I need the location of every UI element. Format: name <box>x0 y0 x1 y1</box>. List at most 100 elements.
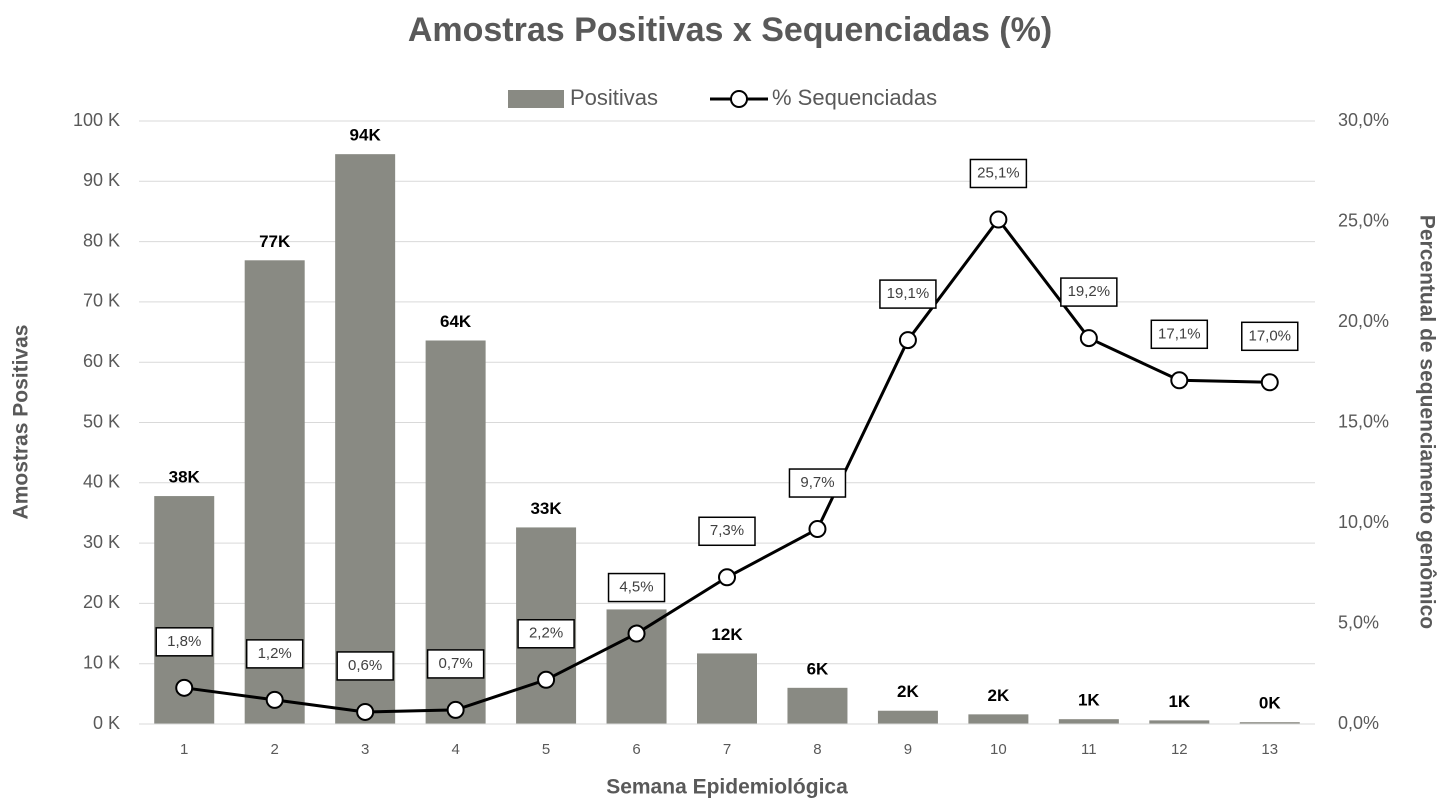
line-value-label: 17,0% <box>1248 327 1291 344</box>
data-label-box <box>788 468 847 498</box>
bar-value-label: 12K <box>711 625 743 644</box>
data-label-box <box>1241 321 1299 352</box>
bar <box>1239 722 1300 724</box>
x-tick-label: 5 <box>542 741 550 758</box>
bar <box>877 710 938 724</box>
bar-value-label: 77K <box>259 232 291 251</box>
bar <box>697 653 757 724</box>
data-label-box <box>336 651 394 681</box>
line-value-label: 2,2% <box>529 625 563 642</box>
line-marker <box>175 678 194 697</box>
bar-value-label: 0K <box>1259 694 1281 713</box>
y-tick-label: 10 K <box>83 652 120 672</box>
y-tick-label: 0 K <box>93 713 120 733</box>
line-value-label: 9,7% <box>800 474 834 491</box>
legend-marker <box>730 90 748 108</box>
line-value-label: 4,5% <box>619 579 653 596</box>
legend-label: Positivas <box>570 85 658 110</box>
line-value-label: 25,1% <box>977 164 1020 181</box>
data-label-box <box>607 572 666 603</box>
y-tick-label: 40 K <box>83 472 120 492</box>
line-marker <box>446 700 465 719</box>
y2-tick-label: 5,0% <box>1338 612 1379 632</box>
y-tick-label: 100 K <box>73 110 120 130</box>
bar-value-label: 64K <box>440 312 472 331</box>
x-tick-label: 4 <box>451 741 459 758</box>
line-marker <box>898 331 917 350</box>
x-tick-label: 13 <box>1261 741 1278 758</box>
line-marker <box>808 520 827 539</box>
line-marker <box>537 670 556 689</box>
x-tick-label: 1 <box>180 741 188 758</box>
line-value-label: 1,8% <box>167 633 201 650</box>
data-label-box <box>969 158 1028 189</box>
y2-axis-title: Percentual de sequenciamento genômico <box>1415 215 1438 629</box>
y2-tick-label: 15,0% <box>1338 411 1389 431</box>
line-value-label: 17,1% <box>1158 325 1201 342</box>
line-value-label: 7,3% <box>710 522 744 539</box>
x-tick-label: 8 <box>813 741 821 758</box>
bar <box>1149 720 1210 724</box>
data-label-box <box>155 627 213 657</box>
data-label-box <box>1150 319 1209 350</box>
x-tick-label: 6 <box>632 741 640 758</box>
y-tick-label: 20 K <box>83 592 120 612</box>
line-marker <box>1170 371 1189 390</box>
line-value-label: 19,2% <box>1068 283 1111 300</box>
y-tick-label: 70 K <box>83 291 120 311</box>
x-tick-label: 7 <box>723 741 731 758</box>
line-value-label: 19,1% <box>887 285 930 302</box>
legend-swatch <box>508 90 564 108</box>
line-marker <box>1260 373 1279 392</box>
chart-title: Amostras Positivas x Sequenciadas (%) <box>408 11 1052 49</box>
y-tick-label: 30 K <box>83 532 120 552</box>
bar <box>968 714 1029 724</box>
bar-value-label: 2K <box>988 686 1010 705</box>
line-value-label: 0,6% <box>348 657 382 674</box>
line-value-label: 1,2% <box>258 645 292 662</box>
y-tick-label: 60 K <box>83 351 120 371</box>
bar-value-label: 33K <box>530 499 562 518</box>
bar-value-label: 2K <box>897 682 919 701</box>
line-marker <box>718 568 736 587</box>
data-label-box <box>698 516 756 547</box>
bar-value-label: 6K <box>807 659 829 678</box>
data-label-box <box>1060 277 1118 307</box>
x-axis-title: Semana Epidemiológica <box>606 776 848 799</box>
line-value-label: 0,7% <box>439 655 473 672</box>
x-tick-label: 11 <box>1081 741 1097 758</box>
y2-tick-label: 0,0% <box>1338 713 1379 733</box>
y2-tick-label: 10,0% <box>1338 512 1389 532</box>
x-tick-label: 3 <box>361 741 369 758</box>
data-label-box <box>879 279 937 309</box>
bar-value-label: 1K <box>1078 691 1100 710</box>
bar <box>335 154 396 725</box>
data-label-box <box>245 639 304 669</box>
y-axis-title: Amostras Positivas <box>10 325 33 520</box>
y-tick-label: 90 K <box>83 170 120 190</box>
y2-tick-label: 20,0% <box>1338 311 1389 331</box>
data-label-box <box>517 619 575 649</box>
bar <box>1058 719 1119 724</box>
line-marker <box>989 210 1008 229</box>
bar <box>787 687 848 724</box>
x-tick-label: 2 <box>271 741 279 758</box>
line-marker <box>627 624 646 643</box>
legend-label: % Sequenciadas <box>772 85 937 110</box>
x-tick-label: 12 <box>1171 741 1188 758</box>
line-marker <box>1079 329 1098 348</box>
bar-value-label: 94K <box>350 126 382 145</box>
line-marker <box>356 702 375 721</box>
y2-tick-label: 30,0% <box>1338 110 1389 130</box>
y2-tick-label: 25,0% <box>1338 210 1389 230</box>
x-tick-label: 10 <box>990 741 1007 758</box>
line-marker <box>265 690 284 709</box>
x-tick-label: 9 <box>904 741 912 758</box>
y-tick-label: 50 K <box>83 411 120 431</box>
bar-value-label: 38K <box>169 468 201 487</box>
bar-value-label: 1K <box>1168 692 1190 711</box>
y-tick-label: 80 K <box>83 230 120 250</box>
data-label-box <box>426 649 485 679</box>
